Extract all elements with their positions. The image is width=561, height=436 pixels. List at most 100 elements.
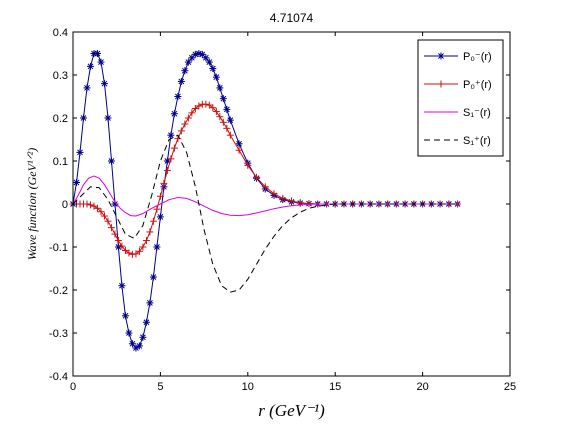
legend-label: S₁⁻(r) (463, 107, 491, 119)
data-point (139, 333, 147, 341)
marker-stroke (181, 67, 188, 74)
data-point (135, 247, 143, 255)
marker-stroke (209, 65, 216, 72)
marker-stroke (122, 312, 129, 319)
marker-stroke (77, 149, 83, 156)
data-point (76, 148, 84, 156)
marker-stroke (438, 53, 444, 59)
marker-stroke (115, 244, 122, 250)
y-axis-label: Wave function (GeV¹ᐟ²) (25, 148, 39, 260)
data-point (125, 329, 133, 337)
data-point (219, 118, 227, 126)
data-point (72, 179, 80, 186)
marker-stroke (171, 110, 178, 117)
data-point (216, 113, 224, 121)
marker-stroke (136, 343, 143, 349)
data-point (288, 197, 295, 205)
marker-stroke (236, 140, 242, 147)
data-point (202, 54, 210, 62)
data-point (226, 131, 234, 139)
data-point (253, 173, 261, 181)
marker-stroke (119, 282, 125, 289)
data-point (128, 340, 136, 348)
legend-entry: S₁⁺(r) (424, 135, 491, 147)
y-tick-label: -0.2 (49, 285, 68, 297)
data-point (305, 200, 313, 208)
axes-ticks: 0 5 10 15 20 25 -0.4 -0.3 -0.2 -0.1 0 0.1 0.2 0.3 0.4 (49, 27, 516, 393)
data-point (167, 131, 175, 139)
marker-stroke (175, 93, 181, 100)
data-point (177, 77, 185, 85)
series-line-3 (72, 134, 458, 293)
data-point (209, 104, 217, 112)
legend-label: S₁⁺(r) (463, 135, 491, 147)
y-tick-label: 0.2 (53, 113, 68, 125)
marker-stroke (129, 340, 136, 347)
data-point (104, 217, 112, 225)
data-point (163, 166, 171, 174)
y-tick-label: 0.1 (53, 156, 68, 168)
data-point (226, 116, 234, 124)
series-layer (69, 50, 462, 352)
marker-stroke (185, 59, 192, 65)
data-point (156, 192, 164, 200)
marker-stroke (178, 78, 185, 85)
marker-stroke (168, 132, 174, 139)
data-point (118, 242, 126, 250)
data-point (135, 342, 143, 350)
marker-stroke (143, 319, 150, 326)
x-axis-label: r (GeV⁻¹) (258, 401, 325, 420)
data-point (195, 102, 203, 110)
data-point (93, 50, 101, 57)
legend-entry: P₀⁺(r) (424, 79, 492, 91)
data-point (118, 282, 126, 290)
marker-stroke (157, 214, 164, 220)
marker-stroke (87, 63, 94, 70)
y-tick-label: 0 (62, 199, 68, 211)
marker-stroke (112, 201, 118, 207)
data-point (170, 110, 178, 118)
data-point (202, 100, 210, 108)
marker-stroke (154, 244, 160, 250)
data-point (167, 155, 175, 163)
marker-stroke (84, 85, 90, 91)
marker-stroke (206, 59, 213, 65)
data-point (261, 183, 269, 191)
data-point (235, 140, 243, 148)
data-point (160, 179, 168, 187)
x-tick-label: 25 (504, 381, 516, 393)
data-point (83, 200, 91, 208)
x-tick-label: 15 (329, 381, 341, 393)
data-point (79, 114, 87, 122)
data-point (153, 243, 161, 251)
data-point (121, 312, 129, 320)
data-point (114, 243, 122, 251)
data-point (142, 318, 150, 326)
data-point (195, 50, 203, 57)
data-point (156, 213, 164, 221)
legend-marker (437, 52, 445, 60)
data-point (198, 50, 206, 58)
marker-stroke (216, 85, 223, 91)
legend: P₀⁻(r) P₀⁺(r) S₁⁻(r) S₁⁺(r) (417, 39, 504, 157)
data-point (174, 93, 182, 100)
data-point (177, 127, 185, 135)
data-point (83, 84, 91, 92)
data-point (181, 120, 189, 128)
marker-stroke (73, 179, 80, 186)
data-point (174, 135, 182, 143)
data-point (212, 73, 220, 81)
marker-stroke (150, 274, 157, 280)
x-tick-label: 0 (70, 381, 76, 393)
data-point (184, 58, 192, 66)
y-tick-label: 0.3 (53, 70, 68, 82)
y-tick-label: 0.4 (53, 27, 68, 39)
chart-title: 4.71074 (270, 11, 314, 25)
data-point (93, 204, 101, 212)
marker-stroke (140, 334, 146, 341)
data-point (142, 237, 150, 245)
marker-stroke (227, 117, 234, 124)
marker-stroke (199, 51, 206, 58)
data-point (216, 84, 224, 92)
data-point (104, 114, 112, 122)
